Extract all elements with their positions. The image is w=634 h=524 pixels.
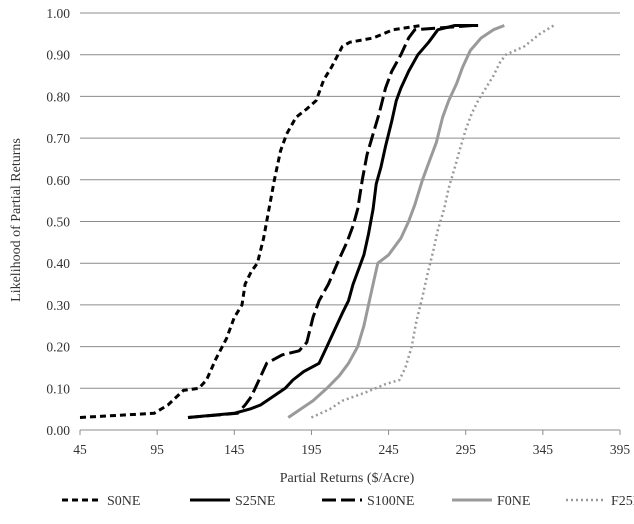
legend: S0NE S25NE S100NE F0NE F25NE — [62, 494, 634, 509]
y-tick-label: 0.40 — [46, 256, 70, 271]
x-tick-label: 345 — [533, 442, 554, 457]
y-tick-label: 0.90 — [46, 48, 70, 63]
y-axis-title: Likelihood of Partial Returns — [9, 138, 24, 302]
series-line-s100ne — [187, 24, 474, 419]
x-tick-label: 395 — [610, 442, 631, 457]
y-tick-label: 0.50 — [46, 215, 70, 230]
y-tick-label: 0.20 — [46, 340, 70, 355]
legend-label-f25ne: F25NE — [611, 494, 634, 509]
y-tick-label: 0.60 — [46, 173, 70, 188]
series-line-s0ne — [79, 24, 422, 419]
y-tick-label: 0.00 — [46, 423, 70, 438]
series-line-f0ne — [287, 24, 505, 419]
series-line-f25ne — [310, 24, 555, 419]
x-axis-title: Partial Returns ($/Acre) — [280, 471, 415, 486]
y-tick-label: 0.70 — [46, 131, 70, 146]
x-tick-label: 295 — [456, 442, 477, 457]
y-tick-label: 0.10 — [46, 381, 70, 396]
x-tick-label: 45 — [73, 442, 87, 457]
legend-label-s25ne: S25NE — [235, 494, 275, 509]
y-tick-label: 0.80 — [46, 89, 70, 104]
y-tick-label: 1.00 — [46, 6, 70, 21]
y-tick-label: 0.30 — [46, 298, 70, 313]
series-line-s25ne — [187, 24, 479, 419]
x-tick-label: 195 — [301, 442, 322, 457]
x-tick-label: 145 — [224, 442, 245, 457]
legend-label-f0ne: F0NE — [497, 494, 530, 509]
legend-label-s100ne: S100NE — [367, 494, 414, 509]
x-tick-label: 95 — [150, 442, 164, 457]
x-tick-label: 245 — [378, 442, 399, 457]
legend-label-s0ne: S0NE — [107, 494, 140, 509]
